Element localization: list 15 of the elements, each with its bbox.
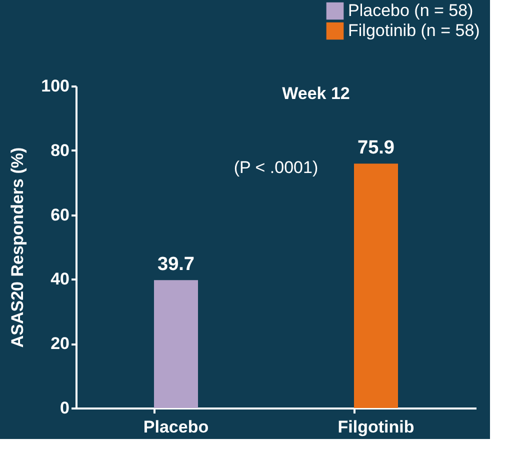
data-label: 75.9 <box>358 138 394 159</box>
annotation: (P < .0001) <box>234 158 318 177</box>
data-label: 39.7 <box>158 254 194 276</box>
y-tick-label: 40 <box>50 270 70 289</box>
y-tick-label: 20 <box>50 334 70 354</box>
y-tick-label: 0 <box>60 398 70 418</box>
legend-label: Filgotinib (n = 58) <box>348 21 480 40</box>
legend-label: Placebo (n = 58) <box>348 1 474 20</box>
x-tick-label: Filgotinib <box>338 418 414 436</box>
y-tick-label: 100 <box>41 76 70 96</box>
y-tick-label: 60 <box>50 205 70 224</box>
chart-title: Week 12 <box>282 84 350 103</box>
y-tick-label: 80 <box>50 140 70 160</box>
x-tick-label: Placebo <box>143 418 209 436</box>
y-axis-title: ASAS20 Responders (%) <box>8 147 28 348</box>
